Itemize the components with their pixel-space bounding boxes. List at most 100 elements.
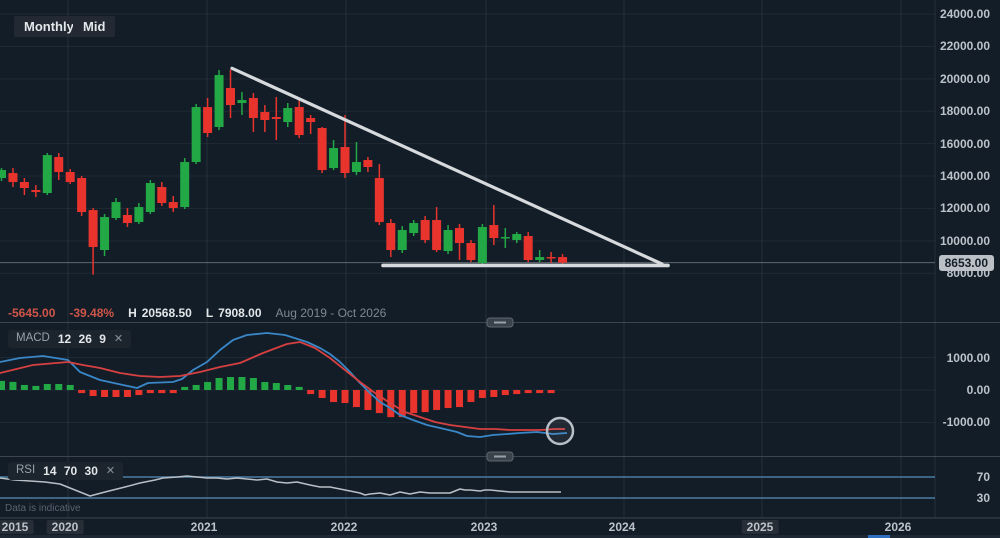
status-bar: -5645.00 -39.48% H 20568.50 L 7908.00 Au…	[8, 307, 386, 319]
candle	[420, 220, 430, 241]
macd-bar	[261, 382, 269, 390]
year-label: 2021	[190, 520, 218, 534]
macd-close-icon[interactable]: ✕	[113, 332, 124, 345]
pane-resize-handle[interactable]	[486, 451, 514, 462]
candle	[340, 147, 350, 174]
candle	[237, 100, 247, 104]
macd-bar	[364, 390, 372, 410]
candle	[535, 257, 545, 261]
macd-bar	[284, 384, 292, 390]
price-tick-label: 10000.00	[939, 233, 990, 248]
macd-tick-label: 0.00	[966, 383, 990, 397]
macd-bar	[158, 390, 166, 394]
candles-group	[0, 69, 568, 275]
macd-line	[0, 332, 568, 438]
candle	[500, 237, 510, 239]
macd-bar	[490, 390, 498, 397]
highlight-circle	[545, 416, 575, 446]
candle	[271, 117, 281, 120]
candle	[8, 173, 18, 183]
macd-bar	[536, 390, 544, 394]
year-label: 2026	[884, 520, 912, 534]
macd-bar	[66, 384, 74, 390]
macd-bar	[444, 390, 452, 409]
macd-name: MACD	[16, 332, 50, 345]
macd-bar	[89, 390, 97, 397]
candle	[409, 223, 419, 234]
price-tick-label: 12000.00	[939, 201, 990, 216]
low-value: L 7908.00	[205, 306, 262, 320]
macd-bar	[524, 390, 532, 394]
candle	[145, 183, 155, 213]
price-tick-label: 20000.00	[939, 71, 990, 86]
candle	[214, 75, 224, 128]
macd-bar	[456, 390, 463, 408]
signal-line	[0, 341, 565, 431]
macd-bar	[467, 390, 475, 403]
candle	[134, 207, 144, 223]
rsi-close-icon[interactable]: ✕	[105, 464, 116, 477]
macd-legend: MACD 12 26 9 ✕	[8, 330, 132, 348]
chart-style-chip[interactable]: Mid	[73, 16, 116, 37]
candle	[226, 88, 235, 106]
timeframe-chip[interactable]: Monthly	[14, 16, 84, 37]
candle	[374, 178, 384, 223]
macd-bar	[78, 390, 86, 394]
candle	[42, 155, 52, 194]
year-label: 2025	[741, 520, 779, 534]
macd-bar	[55, 383, 63, 390]
price-tick-label: 24000.00	[939, 7, 990, 22]
trendline-drawing	[230, 66, 664, 266]
candle	[260, 112, 270, 121]
change-percent: -39.48%	[69, 306, 115, 320]
pane-resize-handle[interactable]	[486, 317, 514, 328]
candle	[180, 162, 190, 208]
macd-bar	[330, 390, 338, 403]
year-label: 2020	[46, 520, 84, 534]
macd-bar	[192, 384, 200, 390]
visible-range-label: Aug 2019 - Oct 2026	[275, 306, 387, 320]
candle	[157, 187, 167, 204]
macd-bar	[9, 381, 17, 390]
candle	[88, 210, 98, 248]
candle	[248, 98, 258, 119]
candle	[443, 230, 453, 252]
macd-bar	[547, 390, 555, 394]
candle	[523, 236, 533, 261]
candle	[77, 178, 87, 213]
candle	[432, 220, 442, 251]
year-label: 2015	[0, 520, 34, 534]
candle	[31, 190, 41, 193]
candle	[0, 170, 6, 179]
bottom-toolbar-edge	[0, 535, 1000, 538]
candle	[363, 160, 373, 168]
time-axis[interactable]: 2015 2020 2021 2022 2023 2024 2025 2026	[0, 518, 1000, 535]
candle	[306, 118, 316, 123]
macd-bar	[272, 383, 280, 390]
macd-bar	[112, 390, 120, 397]
macd-bar	[513, 390, 521, 395]
price-tick-label: 22000.00	[939, 39, 990, 54]
high-value: H 20568.50	[128, 306, 192, 320]
price-tick-label: 18000.00	[939, 104, 990, 119]
macd-bar	[215, 377, 223, 390]
macd-bar	[478, 390, 486, 398]
candle	[329, 148, 339, 169]
candle	[512, 234, 522, 241]
low-label: L	[205, 306, 214, 320]
price-tick-label: 14000.00	[939, 169, 990, 184]
macd-bar	[0, 380, 5, 390]
macd-bar	[43, 383, 51, 390]
macd-bar	[421, 390, 429, 413]
candle	[466, 243, 476, 261]
macd-bar	[249, 377, 257, 390]
macd-bar	[318, 390, 326, 398]
change-value: -5645.00	[8, 306, 56, 320]
candle	[317, 128, 327, 171]
macd-bar	[307, 390, 315, 395]
chart-style-label: Mid	[83, 19, 106, 34]
price-axis[interactable]: 24000.00 22000.00 20000.00 18000.00 16000.00…	[935, 0, 1000, 518]
current-price-badge: 8653.00	[938, 254, 994, 271]
